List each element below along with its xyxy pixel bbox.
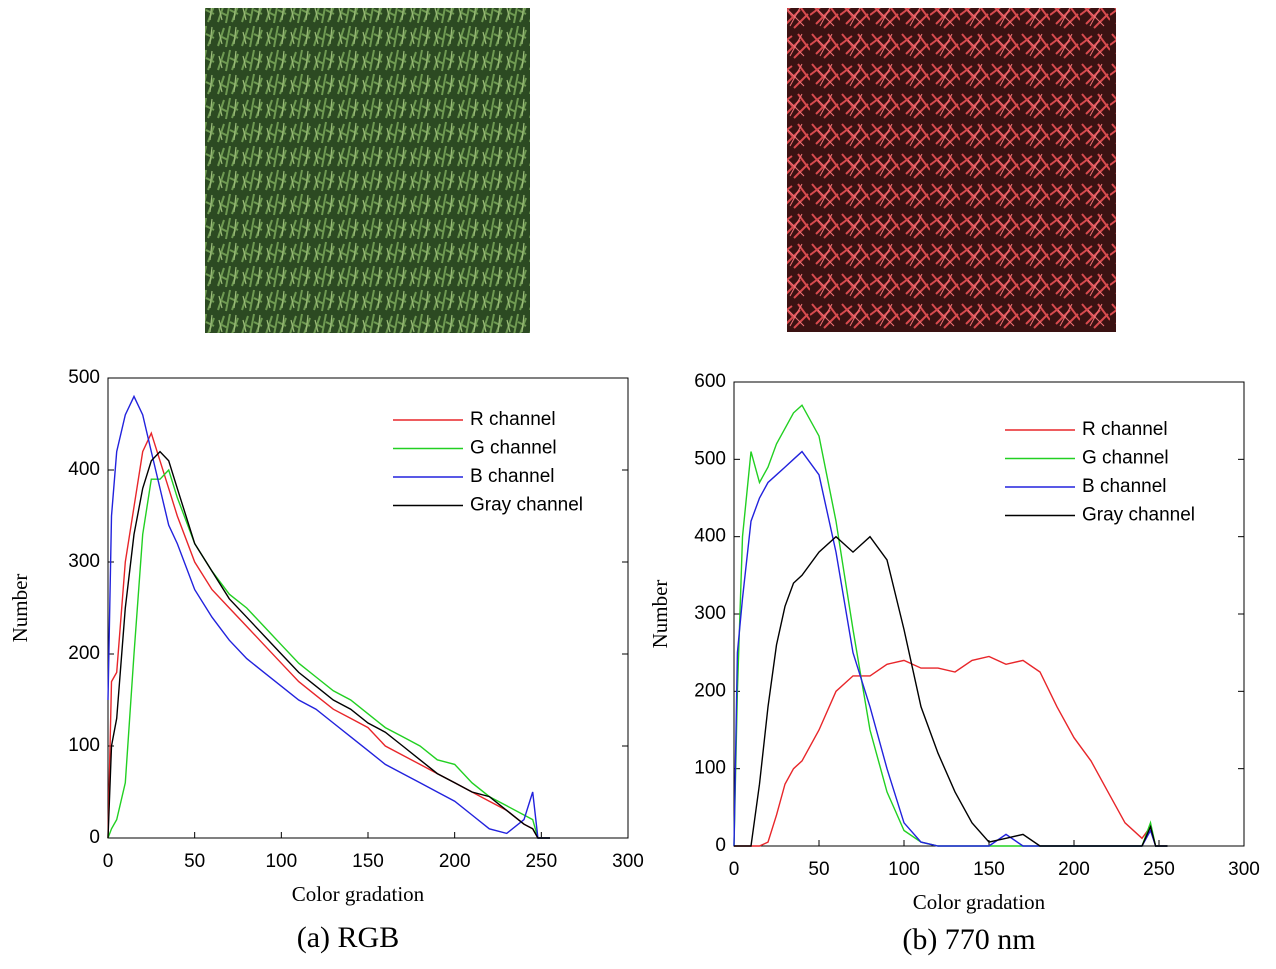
x-axis-label: Color gradation [292, 882, 425, 906]
x-tick-label: 0 [729, 859, 740, 880]
series-line [734, 655, 1168, 847]
x-tick-label: 0 [103, 851, 114, 872]
y-tick-label: 300 [694, 603, 726, 624]
y-tick-label: 600 [694, 371, 726, 392]
y-tick-label: 400 [694, 526, 726, 547]
legend-label: R channel [470, 409, 556, 430]
caption: (a) RGB [297, 921, 399, 954]
legend-label: Gray channel [1082, 505, 1195, 526]
x-tick-label: 100 [888, 859, 920, 880]
y-tick-label: 200 [694, 680, 726, 701]
y-tick-label: 300 [68, 551, 100, 572]
caption: (b) 770 nm [902, 923, 1035, 956]
x-tick-label: 150 [352, 851, 384, 872]
nir-photo [787, 8, 1116, 332]
x-tick-label: 300 [612, 851, 644, 872]
x-axis-label: Color gradation [913, 890, 1046, 914]
y-axis-label: Number [8, 574, 32, 643]
x-tick-label: 150 [973, 859, 1005, 880]
x-tick-label: 250 [1143, 859, 1175, 880]
legend-label: G channel [1082, 448, 1169, 469]
y-tick-label: 200 [68, 643, 100, 664]
x-tick-label: 50 [808, 859, 829, 880]
y-tick-label: 500 [68, 367, 100, 388]
legend-label: R channel [1082, 419, 1168, 440]
x-tick-label: 250 [525, 851, 557, 872]
y-tick-label: 100 [694, 758, 726, 779]
legend-label: B channel [470, 466, 555, 487]
y-tick-label: 0 [715, 835, 726, 856]
legend-label: Gray channel [470, 495, 583, 516]
y-tick-label: 400 [68, 459, 100, 480]
y-axis-label: Number [648, 580, 672, 649]
x-tick-label: 300 [1228, 859, 1260, 880]
x-tick-label: 50 [184, 851, 205, 872]
series-line [107, 468, 550, 839]
legend-label: B channel [1082, 476, 1167, 497]
series-line [107, 431, 550, 839]
x-tick-label: 200 [1058, 859, 1090, 880]
series-line [107, 450, 550, 839]
legend-label: G channel [470, 438, 557, 459]
x-tick-label: 100 [265, 851, 297, 872]
y-tick-label: 100 [68, 735, 100, 756]
x-tick-label: 200 [439, 851, 471, 872]
series-line [107, 394, 550, 839]
rgb-photo [205, 8, 530, 333]
y-tick-label: 0 [89, 827, 100, 848]
series-line [734, 535, 1168, 847]
y-tick-label: 500 [694, 448, 726, 469]
series-line [733, 404, 1168, 847]
